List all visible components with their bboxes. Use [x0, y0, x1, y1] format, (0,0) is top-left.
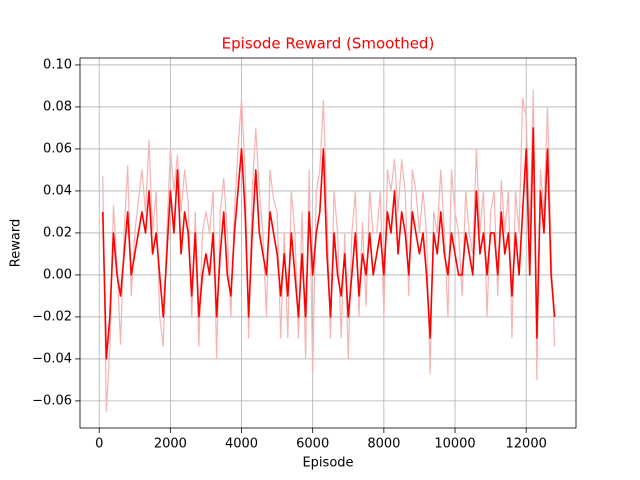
- y-tick-label: 0.04: [43, 183, 72, 198]
- x-tick-label: 6000: [296, 437, 329, 452]
- x-tick-label: 0: [95, 437, 103, 452]
- x-axis-label: Episode: [302, 456, 353, 471]
- y-tick-label: −0.02: [32, 309, 72, 324]
- x-tick-label: 12000: [506, 437, 547, 452]
- x-tick-label: 10000: [434, 437, 475, 452]
- y-tick-label: −0.06: [32, 393, 72, 408]
- x-tick-label: 2000: [154, 437, 187, 452]
- x-tick-label: 8000: [367, 437, 400, 452]
- plot-frame: [79, 57, 577, 429]
- y-axis-label: Reward: [9, 219, 24, 267]
- y-tick-label: 0.06: [43, 141, 72, 156]
- y-tick-label: 0.10: [43, 57, 72, 72]
- chart-title: Episode Reward (Smoothed): [222, 35, 435, 53]
- y-tick-label: 0.08: [43, 99, 72, 114]
- y-tick-label: 0.00: [43, 267, 72, 282]
- x-tick-label: 4000: [225, 437, 258, 452]
- y-tick-label: 0.02: [43, 225, 72, 240]
- data-line: [101, 127, 556, 360]
- y-tick-label: −0.04: [32, 351, 72, 366]
